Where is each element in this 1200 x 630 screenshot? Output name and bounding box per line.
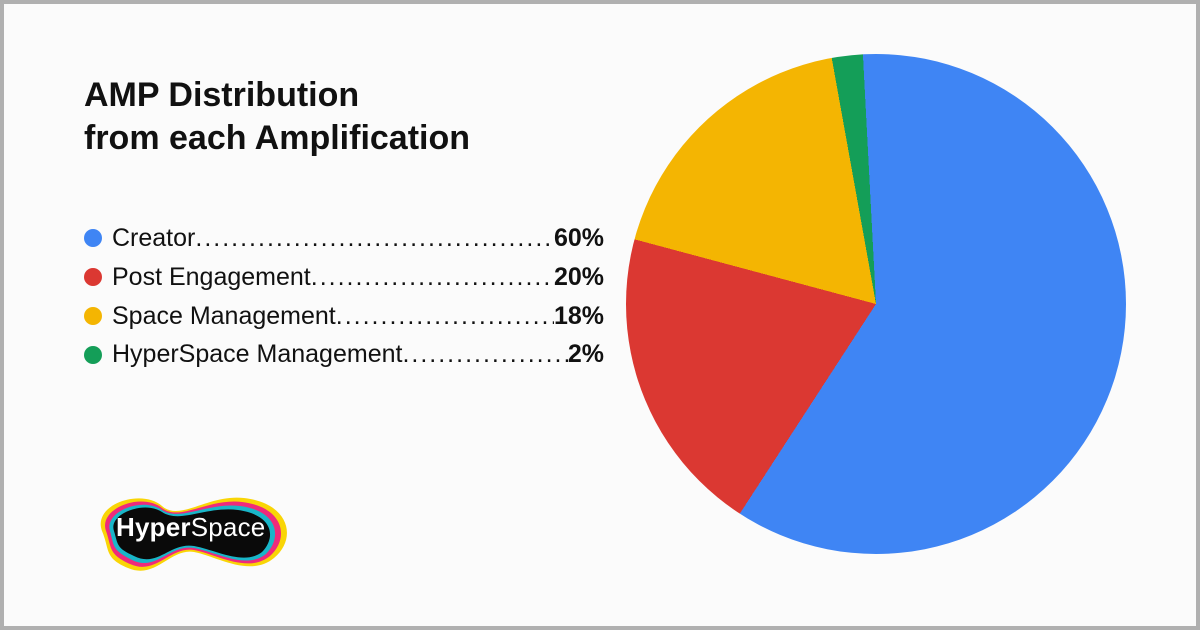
content-area: AMP Distribution from each Amplification… [4, 4, 1196, 626]
logo-text-bold: Hyper [116, 512, 191, 542]
title-line-1: AMP Distribution [84, 76, 359, 114]
brand-logo: HyperSpace [84, 486, 304, 576]
legend-label: Space Management [112, 297, 336, 336]
legend: Creator.................................… [84, 219, 604, 374]
legend-swatch [84, 307, 102, 325]
legend-item: Post Engagement.........................… [84, 258, 604, 297]
legend-item: Creator.................................… [84, 219, 604, 258]
legend-label: Creator [112, 219, 195, 258]
logo-text-light: Space [191, 512, 266, 542]
legend-leader-dots: ........................................… [336, 297, 554, 336]
legend-swatch [84, 346, 102, 364]
legend-swatch [84, 229, 102, 247]
legend-item: HyperSpace Management...................… [84, 335, 604, 374]
pie-chart [626, 54, 1126, 554]
legend-label: HyperSpace Management [112, 335, 402, 374]
chart-frame: AMP Distribution from each Amplification… [0, 0, 1200, 630]
legend-item: Space Management........................… [84, 297, 604, 336]
legend-value: 60% [554, 219, 604, 258]
legend-leader-dots: ........................................… [311, 258, 554, 297]
legend-value: 20% [554, 258, 604, 297]
legend-label: Post Engagement [112, 258, 311, 297]
legend-value: 2% [568, 335, 604, 374]
title-line-2: from each Amplification [84, 119, 470, 157]
legend-leader-dots: ........................................… [402, 335, 567, 374]
legend-value: 18% [554, 297, 604, 336]
logo-text: HyperSpace [116, 512, 265, 543]
legend-swatch [84, 268, 102, 286]
legend-leader-dots: ........................................… [195, 219, 554, 258]
